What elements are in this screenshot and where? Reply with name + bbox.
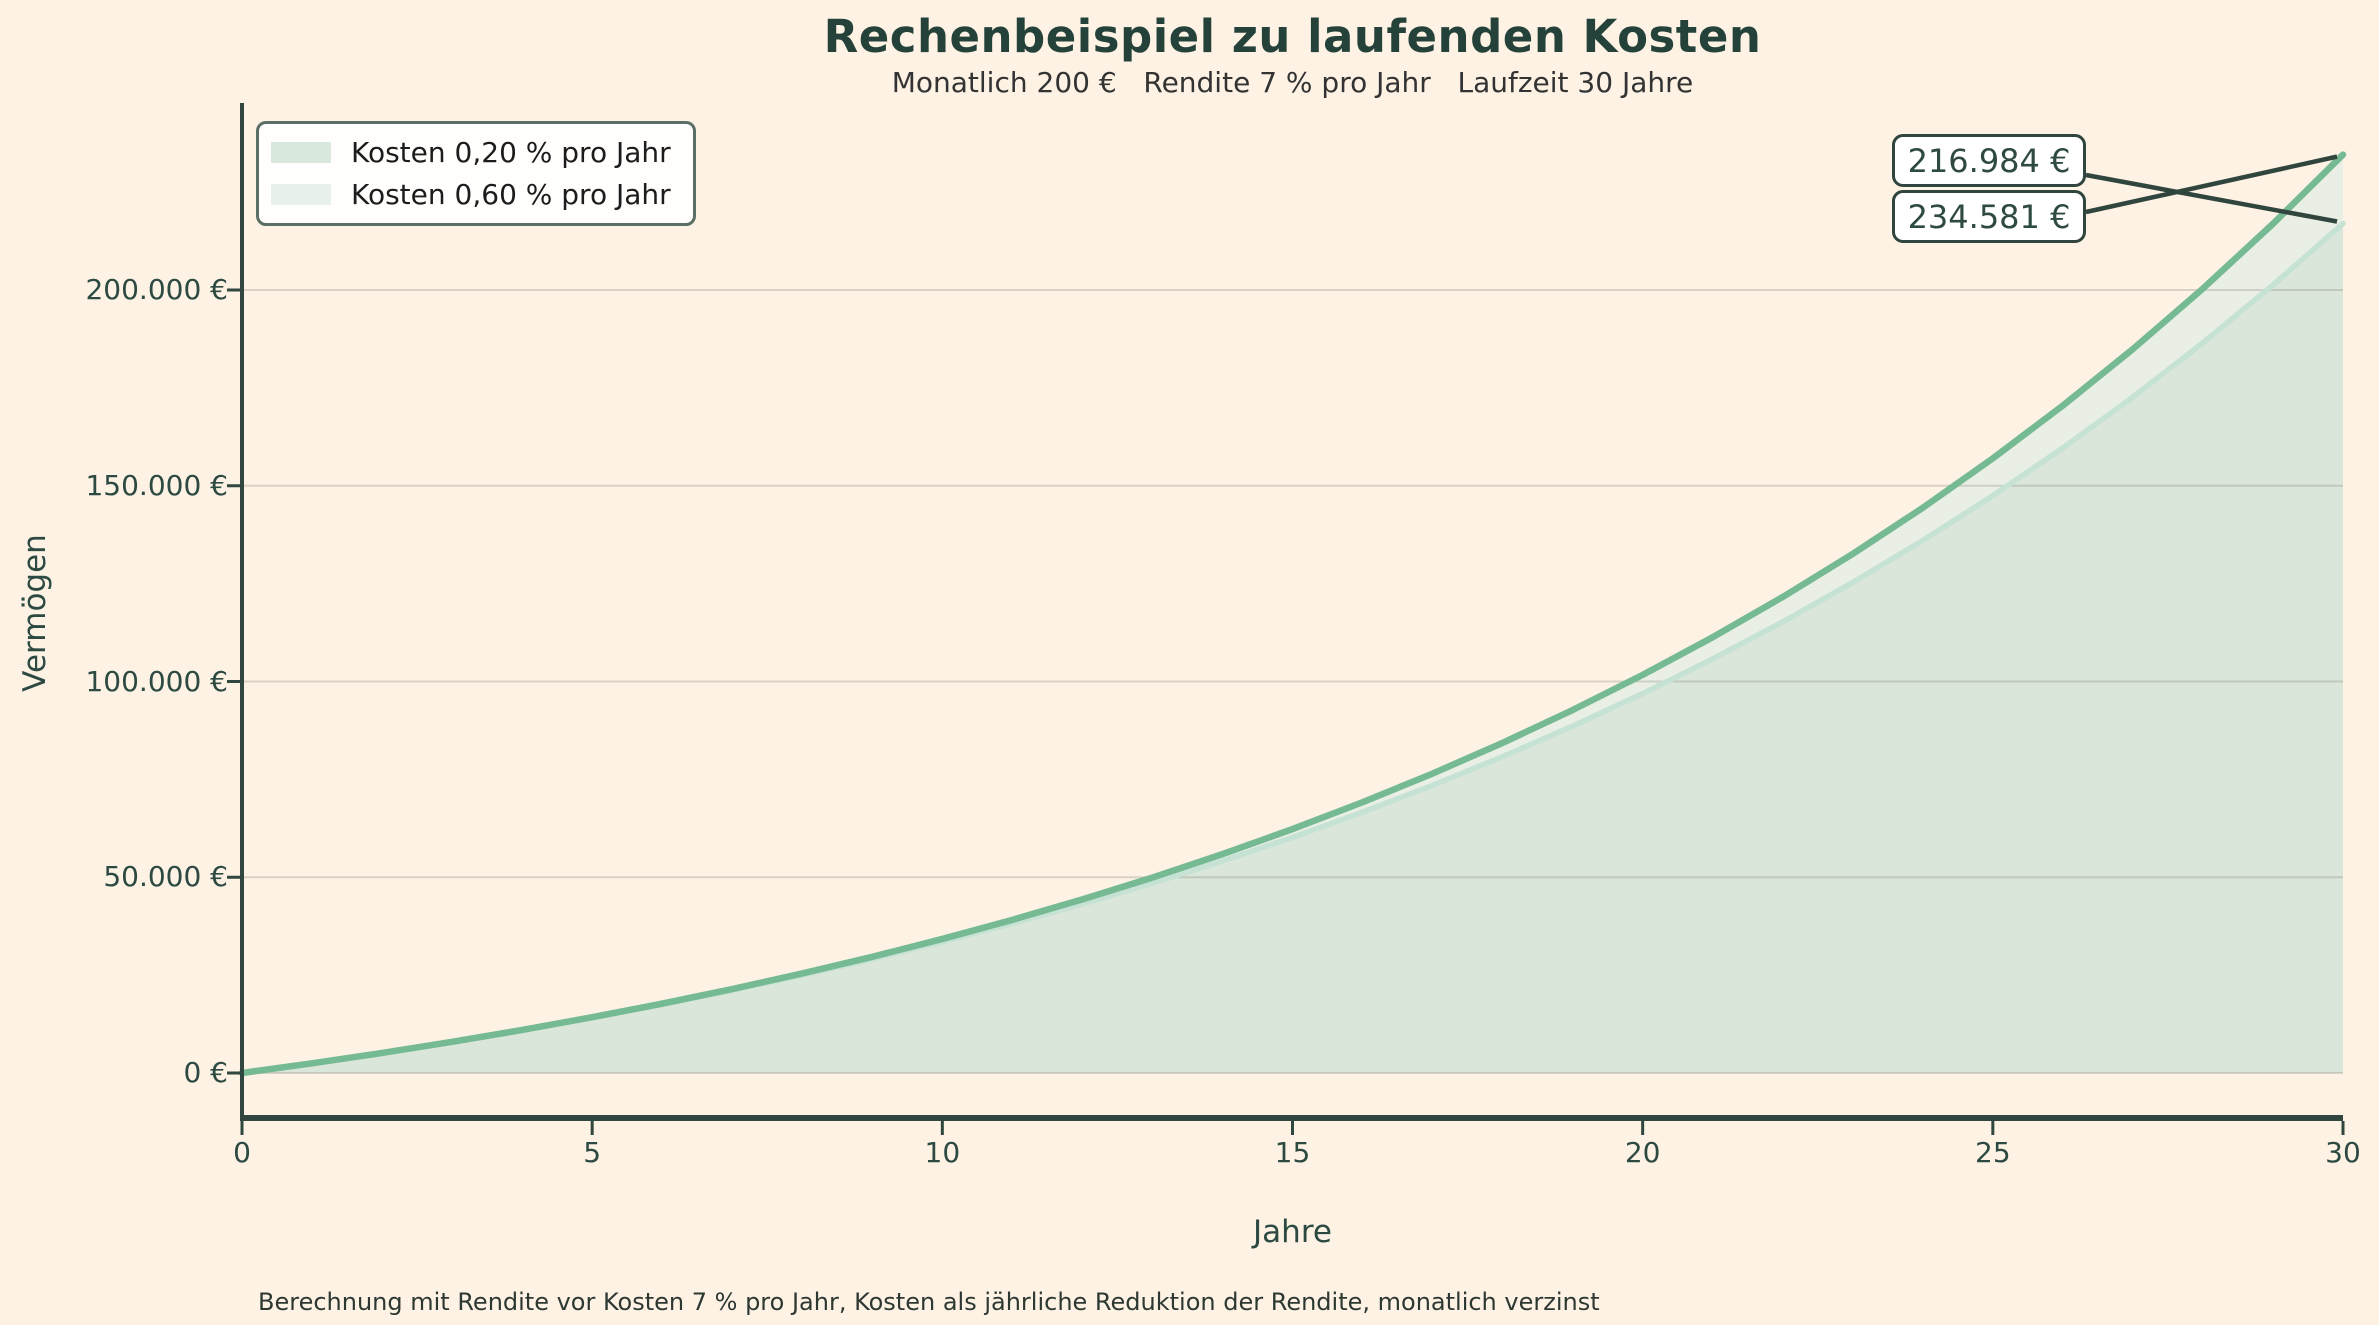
legend-swatch-icon xyxy=(271,184,331,205)
series-area-kosten-060 xyxy=(242,223,2343,1074)
legend-label: Kosten 0,20 % pro Jahr xyxy=(351,136,671,169)
x-tick-label: 15 xyxy=(1274,1136,1311,1169)
x-tick-label: 0 xyxy=(233,1136,251,1169)
y-tick-label: 0 € xyxy=(183,1056,228,1089)
value-annotation-high-cost-result: 234.581 € xyxy=(1892,190,2086,243)
x-tick-label: 30 xyxy=(2325,1136,2361,1169)
annotation-leader-line xyxy=(2085,154,2338,215)
annotation-leader-line xyxy=(2085,172,2338,224)
chart-subtitle: Monatlich 200 € Rendite 7 % pro Jahr Lau… xyxy=(891,66,1694,99)
x-tick-label: 10 xyxy=(924,1136,961,1169)
value-annotation-low-cost-result: 216.984 € xyxy=(1892,134,2086,187)
x-axis-title: Jahre xyxy=(1253,1214,1332,1250)
y-tick-label: 150.000 € xyxy=(85,468,228,502)
x-tick-label: 25 xyxy=(1975,1136,2011,1169)
legend-entry: Kosten 0,60 % pro Jahr xyxy=(271,178,671,211)
legend-swatch-icon xyxy=(271,142,331,163)
page-title: Rechenbeispiel zu laufenden Kosten xyxy=(823,10,1762,63)
y-tick-label: 50.000 € xyxy=(103,860,228,894)
series-line-kosten-020 xyxy=(238,151,2347,1077)
legend-entry: Kosten 0,20 % pro Jahr xyxy=(271,136,671,169)
x-tick-label: 5 xyxy=(583,1136,602,1169)
x-tick-label: 20 xyxy=(1624,1136,1661,1169)
y-tick-label: 200.000 € xyxy=(85,273,228,306)
chart-footnote: Berechnung mit Rendite vor Kosten 7 % pr… xyxy=(258,1288,1600,1316)
legend-label: Kosten 0,60 % pro Jahr xyxy=(351,178,671,211)
y-tick-label: 100.000 € xyxy=(85,664,228,698)
legend: Kosten 0,20 % pro Jahr Kosten 0,60 % pro … xyxy=(256,121,696,226)
